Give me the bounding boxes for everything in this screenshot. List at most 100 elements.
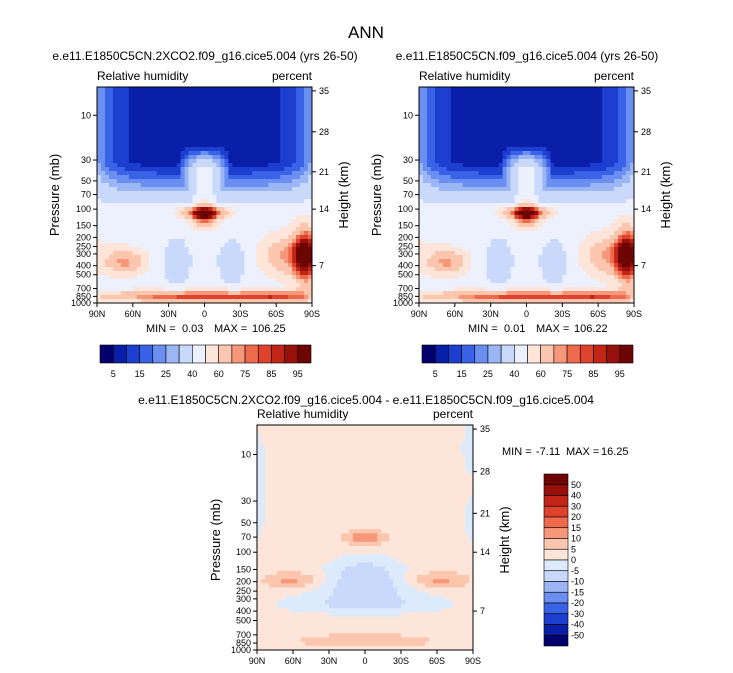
field-cell	[136, 127, 142, 132]
field-cell	[430, 115, 436, 120]
x-tick-label: 30S	[232, 309, 248, 319]
field-cell	[196, 211, 202, 216]
field-cell	[156, 263, 162, 268]
field-cell	[296, 243, 301, 248]
field-cell	[256, 87, 261, 92]
field-cell	[442, 127, 448, 132]
field-cell	[224, 255, 229, 260]
field-cell	[208, 243, 214, 248]
field-cell	[132, 251, 138, 256]
field-cell	[630, 151, 634, 156]
field-cell	[97, 199, 102, 204]
field-cell	[97, 147, 102, 152]
field-cell	[264, 255, 269, 260]
field-cell	[304, 111, 309, 116]
field-cell	[574, 203, 579, 208]
field-cell	[482, 103, 488, 108]
field-cell	[610, 215, 615, 220]
field-cell	[618, 167, 623, 172]
field-cell	[184, 203, 190, 208]
field-cell	[308, 231, 312, 236]
field-cell	[124, 151, 130, 156]
field-cell	[614, 127, 619, 132]
field-cell	[204, 159, 210, 164]
field-cell	[466, 87, 472, 92]
field-cell	[419, 151, 424, 156]
field-cell	[554, 87, 559, 92]
field-cell	[116, 283, 122, 288]
field-cell	[300, 255, 305, 260]
field-cell	[228, 243, 233, 248]
field-cell	[288, 151, 293, 156]
field-cell	[288, 279, 293, 284]
field-cell	[470, 135, 476, 140]
field-cell	[192, 95, 198, 100]
field-cell	[164, 143, 170, 148]
field-cell	[610, 159, 615, 164]
field-cell	[148, 159, 154, 164]
field-cell	[594, 123, 599, 128]
field-cell	[482, 159, 488, 164]
field-cell	[232, 183, 237, 188]
field-cell	[296, 107, 301, 112]
field-cell	[538, 183, 544, 188]
field-cell	[112, 91, 118, 96]
field-cell	[144, 259, 150, 264]
field-cell	[514, 103, 520, 108]
field-cell	[598, 223, 603, 228]
field-cell	[168, 139, 174, 144]
field-cell	[208, 267, 214, 272]
field-cell	[614, 111, 619, 116]
field-cell	[610, 187, 615, 192]
field-cell	[586, 171, 591, 176]
field-cell	[232, 231, 237, 236]
field-cell	[144, 119, 150, 124]
field-cell	[216, 239, 222, 244]
field-cell	[152, 167, 158, 172]
field-cell	[450, 111, 456, 116]
field-cell	[446, 203, 452, 208]
field-cell	[120, 267, 126, 272]
field-cell	[272, 179, 277, 184]
field-cell	[236, 163, 241, 168]
field-cell	[164, 171, 170, 176]
field-cell	[192, 179, 198, 184]
field-cell	[112, 127, 118, 132]
field-cell	[196, 115, 202, 120]
field-cell	[216, 183, 222, 188]
field-cell	[430, 227, 436, 232]
field-cell	[240, 191, 245, 196]
field-cell	[566, 151, 571, 156]
field-cell	[590, 199, 595, 204]
field-cell	[272, 99, 277, 104]
field-cell	[272, 227, 277, 232]
field-cell	[220, 203, 226, 208]
field-cell	[97, 211, 102, 216]
field-cell	[546, 155, 551, 160]
field-cell	[164, 147, 170, 152]
field-cell	[128, 251, 134, 256]
field-cell	[300, 147, 305, 152]
field-cell	[546, 227, 551, 232]
field-cell	[598, 111, 603, 116]
field-cell	[570, 207, 575, 212]
field-cell	[522, 183, 528, 188]
field-cell	[300, 299, 305, 303]
field-cell	[144, 247, 150, 252]
field-cell	[204, 199, 210, 204]
field-cell	[454, 131, 460, 136]
field-cell	[304, 131, 309, 136]
field-cell	[292, 147, 297, 152]
field-cell	[482, 191, 488, 196]
field-cell	[590, 107, 595, 112]
field-cell	[140, 215, 146, 220]
field-cell	[212, 263, 218, 268]
field-cell	[112, 199, 118, 204]
field-cell	[136, 175, 142, 180]
field-cell	[300, 159, 305, 164]
field-cell	[176, 147, 182, 152]
field-cell	[419, 135, 424, 140]
field-cell	[280, 163, 285, 168]
field-cell	[176, 115, 182, 120]
field-cell	[204, 127, 210, 132]
